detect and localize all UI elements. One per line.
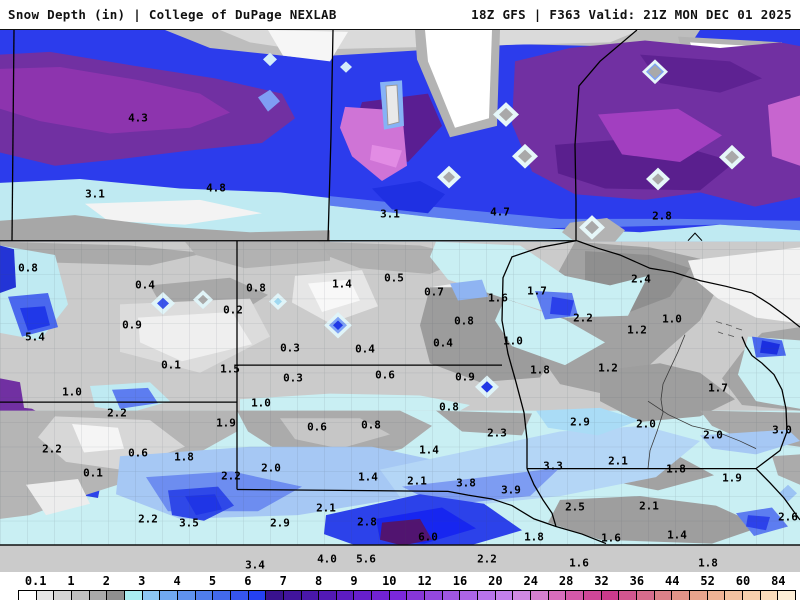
- legend-swatch: [213, 591, 231, 600]
- legend-swatch: [778, 591, 795, 600]
- legend-tick: 4: [173, 574, 181, 588]
- legend-swatch: [336, 591, 355, 600]
- legend: 0.1 1 2 3 4 5 6 7 8 9 10 12 16 20 24 28 32 36 44 52 60 84: [0, 572, 800, 600]
- page-title: Snow Depth (in) | College of DuPage NEXL…: [8, 7, 337, 22]
- legend-swatch: [619, 591, 637, 600]
- legend-swatch: [584, 591, 602, 600]
- legend-swatch: [177, 591, 196, 600]
- legend-swatch: [54, 591, 72, 600]
- legend-swatch: [230, 591, 249, 600]
- legend-swatch: [760, 591, 779, 600]
- legend-swatch: [89, 591, 108, 600]
- legend-tick: 12: [417, 574, 432, 588]
- legend-swatch: [301, 591, 320, 600]
- legend-tick: 10: [382, 574, 397, 588]
- legend-swatch: [372, 591, 390, 600]
- legend-swatch: [689, 591, 708, 600]
- legend-tick: 36: [629, 574, 645, 588]
- legend-swatch: [266, 591, 284, 600]
- legend-swatch: [71, 591, 90, 600]
- legend-swatch: [478, 591, 496, 600]
- legend-tick: 16: [452, 574, 468, 588]
- legend-tick: 0.1: [24, 574, 47, 588]
- legend-tick: 20: [488, 574, 503, 588]
- map-canvas: [0, 29, 800, 572]
- legend-swatch: [160, 591, 178, 600]
- legend-tick: 9: [350, 574, 358, 588]
- legend-tick: 44: [664, 574, 680, 588]
- legend-swatch: [354, 591, 373, 600]
- legend-swatch: [672, 591, 690, 600]
- legend-swatch: [195, 591, 214, 600]
- rivers: [647, 334, 757, 469]
- state-borders: [0, 30, 800, 545]
- legend-tick: 24: [523, 574, 538, 588]
- legend-swatch: [248, 591, 267, 600]
- legend-swatch: [725, 591, 743, 600]
- legend-swatch: [36, 591, 55, 600]
- legend-swatch: [124, 591, 143, 600]
- model-valid-time: 18Z GFS | F363 Valid: 21Z MON DEC 01 202…: [471, 7, 792, 22]
- embedded-gray-diamonds: [437, 59, 745, 240]
- legend-tick: 60: [735, 574, 751, 588]
- legend-swatch: [531, 591, 549, 600]
- legend-swatch: [495, 591, 514, 600]
- legend-tick: 32: [594, 574, 609, 588]
- legend-swatch: [601, 591, 620, 600]
- legend-color-bar: [18, 590, 796, 600]
- legend-tick-row: 0.1 1 2 3 4 5 6 7 8 9 10 12 16 20 24 28 32 36 44 52 60 84: [18, 574, 796, 588]
- legend-tick: 8: [314, 574, 323, 588]
- legend-swatch: [460, 591, 479, 600]
- legend-swatch: [654, 591, 673, 600]
- title-bar: Snow Depth (in) | College of DuPage NEXL…: [0, 0, 800, 29]
- legend-tick: 5: [208, 574, 217, 588]
- legend-swatch: [19, 591, 37, 600]
- legend-tick: 7: [279, 574, 287, 588]
- legend-swatch: [425, 591, 443, 600]
- legend-swatch: [319, 591, 337, 600]
- legend-swatch: [636, 591, 655, 600]
- lake-superior-shore-hatch: [715, 321, 743, 337]
- legend-swatch: [707, 591, 726, 600]
- legend-swatch: [513, 591, 532, 600]
- legend-swatch: [548, 591, 567, 600]
- legend-swatch: [442, 591, 461, 600]
- legend-tick: 2: [102, 574, 111, 588]
- legend-swatch: [742, 591, 761, 600]
- legend-tick: 28: [558, 574, 574, 588]
- legend-swatch: [283, 591, 302, 600]
- legend-swatch: [566, 591, 584, 600]
- canada-snow-band: [0, 30, 800, 242]
- legend-tick: 6: [244, 574, 252, 588]
- legend-tick: 52: [700, 574, 715, 588]
- legend-swatch: [107, 591, 125, 600]
- legend-tick: 1: [67, 574, 75, 588]
- legend-swatch: [142, 591, 161, 600]
- county-grid: [0, 241, 800, 546]
- legend-swatch: [389, 591, 408, 600]
- legend-tick: 84: [771, 574, 786, 588]
- legend-swatch: [407, 591, 426, 600]
- legend-tick: 3: [138, 574, 146, 588]
